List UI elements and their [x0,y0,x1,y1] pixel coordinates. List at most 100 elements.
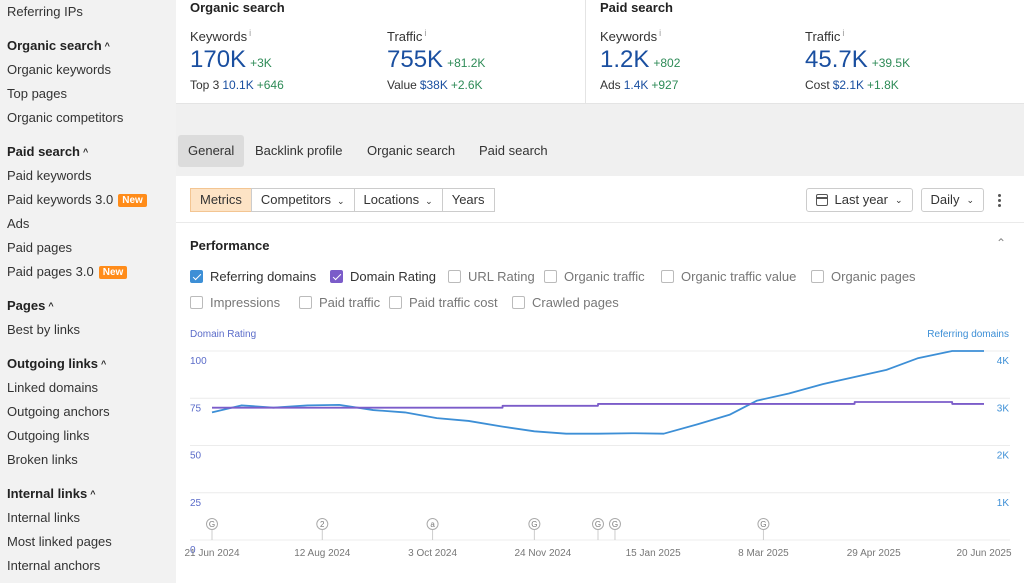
chart-svg[interactable]: 100 75 50 25 0 4K 3K 2K 1K 21 Jun 2024 12 Aug 2024… [176,346,1024,566]
sidebar-item-label: Outgoing anchors [7,404,110,419]
sidebar-item[interactable]: Paid pages 3.0 New [7,260,176,284]
sidebar-item[interactable]: Internal anchors [7,554,176,578]
checkbox-icon[interactable] [661,270,674,283]
metric-value[interactable]: 1.2K [600,46,650,73]
sidebar-item[interactable]: Ads [7,212,176,236]
checkbox-icon[interactable] [448,270,461,283]
metric-checkbox[interactable]: Impressions [190,295,280,310]
organic-traffic-metric[interactable]: Traffic i 755K +81.2K Value $38K +2.6K [387,28,485,92]
organic-keywords-metric[interactable]: Keywords i 170K +3K Top 3 10.1K +646 [190,28,284,92]
paid-traffic-metric[interactable]: Traffic i 45.7K +39.5K Cost $2.1K +1.8K [805,28,910,92]
sidebar-item-label: Top pages [7,86,67,101]
sidebar-item[interactable]: Broken links [7,448,176,472]
granularity-label: Daily [930,192,960,207]
sidebar-item[interactable]: Paid pages [7,236,176,260]
sub-value[interactable]: 10.1K [222,78,254,92]
competitors-dropdown[interactable]: Competitors ⌄ [250,188,355,212]
sidebar-section-header[interactable]: Paid search ^ [7,140,176,164]
sub-label: Cost [805,78,830,92]
left-tick-label: 25 [190,498,202,509]
more-options-icon[interactable] [998,193,1002,207]
sidebar-item[interactable]: Most linked pages [7,530,176,554]
performance-chart[interactable]: 100 75 50 25 0 4K 3K 2K 1K 21 Jun 2024 12 Aug 2024… [176,346,1024,566]
checkbox-icon[interactable] [512,296,525,309]
sidebar-item[interactable]: Best by links [7,318,176,342]
checkbox-icon[interactable] [190,296,203,309]
metric-checkbox[interactable]: Referring domains [190,269,316,284]
years-button[interactable]: Years [441,188,495,212]
tab-backlink-profile[interactable]: Backlink profile [255,143,343,158]
sidebar-item-label: Organic competitors [7,110,124,125]
sidebar-item[interactable]: Organic keywords [7,58,176,82]
x-tick-label: 29 Apr 2025 [847,548,901,559]
event-marker [206,518,218,530]
sidebar-item[interactable]: Internal links [7,506,176,530]
sub-value[interactable]: 1.4K [623,78,649,92]
sidebar-item-label: Paid keywords 3.0 [7,192,114,207]
metric-checkbox[interactable]: Paid traffic cost [389,295,498,310]
metric-checkbox[interactable]: Organic traffic [544,269,645,284]
paid-search-card: Paid search Keywords i 1.2K +802 Ads 1.4K +9… [585,0,1024,104]
metric-value[interactable]: 45.7K [805,46,868,73]
sidebar-item[interactable]: Top pages [7,82,176,106]
sidebar-item[interactable]: Paid keywords [7,164,176,188]
metric-checkbox[interactable]: Organic traffic value [661,269,796,284]
sidebar-item-label: Linked domains [7,380,99,395]
right-tick-label: 4K [997,356,1010,367]
metric-checkbox[interactable]: URL Rating [448,269,535,284]
tab-paid-search[interactable]: Paid search [479,143,548,158]
metric-value[interactable]: 170K [190,46,247,73]
chevron-up-icon[interactable]: ⌃ [995,236,1006,250]
metric-checkbox[interactable]: Paid traffic [299,295,380,310]
checkbox-label: Organic pages [831,269,916,284]
sub-delta: +927 [651,78,679,92]
sidebar-item[interactable]: Outgoing links [7,424,176,448]
metric-delta: +802 [653,56,681,70]
metric-checkbox[interactable]: Crawled pages [512,295,619,310]
checkbox-icon[interactable] [299,296,312,309]
period-dropdown[interactable]: Last year ⌄ [805,188,913,212]
locations-dropdown[interactable]: Locations ⌄ [353,188,443,212]
sidebar-section-header[interactable]: Organic search ^ [7,34,176,58]
paid-keywords-metric[interactable]: Keywords i 1.2K +802 Ads 1.4K +927 [600,28,680,92]
checkbox-icon[interactable] [811,270,824,283]
checkbox-icon[interactable] [544,270,557,283]
sub-label: Value [387,78,417,92]
sidebar-item[interactable]: Linked domains [7,376,176,400]
info-icon[interactable]: i [842,28,845,38]
sidebar-item-label: Paid pages [7,240,73,255]
sidebar-section-title: Outgoing links [7,356,98,371]
metric-value[interactable]: 755K [387,46,444,73]
granularity-dropdown[interactable]: Daily ⌄ [920,188,984,212]
chart-tools: Last year ⌄ Daily ⌄ [798,188,1002,212]
sidebar-item-label: Ads [7,216,30,231]
sidebar-item[interactable]: Organic competitors [7,106,176,130]
sidebar-item[interactable]: Outgoing anchors [7,400,176,424]
checkbox-checked-icon[interactable] [330,270,343,283]
period-label: Last year [834,192,888,207]
metric-checkbox[interactable]: Domain Rating [330,269,436,284]
metric-delta: +39.5K [871,56,911,70]
sidebar-section-header[interactable]: Internal links ^ [7,482,176,506]
metric-checkbox[interactable]: Organic pages [811,269,916,284]
sidebar-section-header[interactable]: Outgoing links ^ [7,352,176,376]
chevron-up-icon: ^ [48,301,54,311]
right-axis-title: Referring domains [927,329,1009,340]
sidebar-item[interactable]: Paid keywords 3.0 New [7,188,176,212]
chevron-up-icon: ^ [104,41,110,51]
event-marker [316,518,329,530]
info-icon[interactable]: i [249,28,252,38]
sidebar-item[interactable]: Referring IPs [7,4,83,19]
event-marker-label: a [430,520,435,529]
tab-general[interactable]: General [178,135,245,167]
sidebar-section-header[interactable]: Pages ^ [7,294,176,318]
checkbox-icon[interactable] [389,296,402,309]
tab-organic-search[interactable]: Organic search [367,143,456,158]
info-icon[interactable]: i [424,28,427,38]
checkbox-checked-icon[interactable] [190,270,203,283]
checkbox-label: Domain Rating [350,269,436,284]
info-icon[interactable]: i [659,28,662,38]
left-tick-label: 0 [190,545,196,556]
metrics-button[interactable]: Metrics [190,188,252,212]
metric-label: Keywords [600,29,658,44]
